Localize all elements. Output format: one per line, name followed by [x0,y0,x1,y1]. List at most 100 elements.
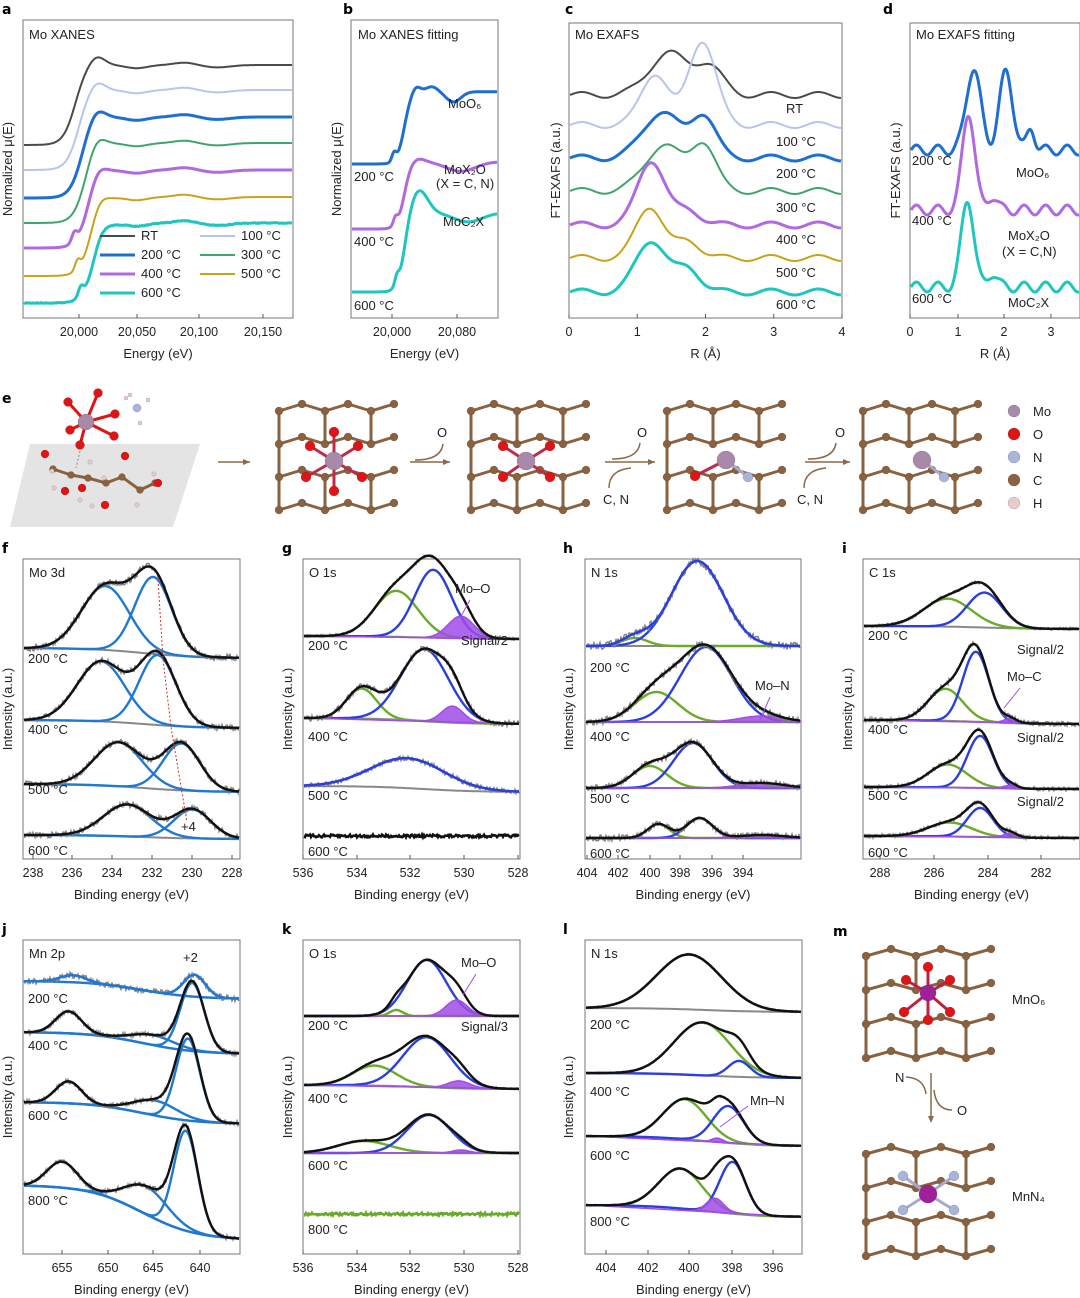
bond [890,947,917,958]
bond [931,402,956,413]
atom-c [389,465,399,475]
bond [347,435,372,446]
panel-title-j: Mn 2p [29,946,65,961]
bond [493,435,518,446]
temp-label: 400 °C [354,234,394,249]
x-tick-label-d: 0 [907,325,914,339]
envelope-fit-line [864,728,1079,791]
atom-c [777,465,787,475]
bond [965,1179,992,1190]
bond [712,501,737,512]
component-area-mo [864,832,1079,839]
bond [539,501,564,512]
legend-atom-label: H [1033,496,1042,511]
panel-title-h: N 1s [591,565,618,580]
temp-label: 200 °C [308,638,348,653]
bond [931,435,956,446]
atom-h [87,459,93,465]
bond [347,402,372,413]
envelope-fit-line [24,979,240,1055]
envelope-fit-line [24,740,240,793]
bond [516,468,541,479]
temp-label: 600 °C [776,297,816,312]
atom-c [274,406,284,416]
x-axis-label-k: Binding energy (eV) [354,1282,469,1297]
atom-c [731,498,741,508]
bond [965,947,992,958]
x-tick-label-g: 528 [508,866,529,880]
x-tick-label-f: 238 [23,866,44,880]
x-tick-label-k: 528 [508,1261,529,1275]
y-axis-label-i: Intensity (a.u.) [840,668,855,750]
x-tick-label-a: 20,000 [60,325,98,339]
atom-o [60,486,70,496]
exafs-fit-curve-2 [909,200,1080,294]
x-tick-label-f: 232 [142,866,163,880]
envelope-fit-line [24,565,239,659]
atom-c [102,479,110,487]
temp-label: 200 °C [590,1017,630,1032]
temp-label: 400 °C [590,729,630,744]
bond [278,402,303,413]
bond [940,1015,967,1026]
atom-c [512,439,522,449]
fit-component [586,559,800,648]
temp-label: 800 °C [590,1214,630,1229]
bond [915,1247,942,1258]
bond [470,468,495,479]
atom-c [489,465,499,475]
atom-c [904,505,914,515]
temp-label: 200 °C [868,628,908,643]
panel-label-k: k [282,922,292,938]
x-tick-label-d: 3 [1048,325,1055,339]
atom-o [63,397,73,407]
bond [121,475,141,492]
bond [666,501,691,512]
atom-n [948,1170,960,1182]
atom-c [986,1244,996,1254]
bond [370,402,395,413]
x-axis-label-g: Binding energy (eV) [354,887,469,902]
atom-c [662,406,672,416]
xanes-curve-4 [23,166,293,250]
atom-c [535,498,545,508]
temp-label: 400 °C [776,232,816,247]
atom-c [961,951,971,961]
atom-c [662,439,672,449]
bond [324,468,349,479]
bond [862,468,887,479]
legend-label: 300 °C [241,247,281,262]
legend-label: 500 °C [241,266,281,281]
plot-frame-f [22,558,241,860]
atom-c [366,505,376,515]
atom-n [742,471,754,483]
x-axis-label-h: Binding energy (eV) [636,887,751,902]
atom-o [328,426,340,438]
bond [862,501,887,512]
atom-c [911,1149,921,1159]
atom-c [343,498,353,508]
temp-label: 200 °C [28,651,68,666]
atom-o [75,440,85,450]
exafs-fit-curve-0 [909,67,1080,157]
bond [915,1145,942,1156]
x-tick-label-c: 3 [770,325,777,339]
plot-frame-j [22,939,241,1255]
x-tick-label-c: 4 [839,325,846,339]
envelope-fit-line [304,958,519,1018]
background-line [585,1007,801,1013]
fit-component [864,650,1079,726]
bond [940,947,967,958]
x-axis-label-a: Energy (eV) [123,346,192,361]
step-label-n: N [895,1070,904,1085]
curve-label-moo6: MoO₆ [1016,165,1049,180]
panel-title-c: Mo EXAFS [575,27,640,42]
component-label-mo-o: Mo–O [461,955,496,970]
atom-c [936,944,946,954]
temp-label: 600 °C [308,1158,348,1173]
bond [865,1145,892,1156]
envelope-fit-line [586,740,801,790]
atom-h [101,475,107,481]
bond [562,468,587,479]
legend-label: 100 °C [241,228,281,243]
